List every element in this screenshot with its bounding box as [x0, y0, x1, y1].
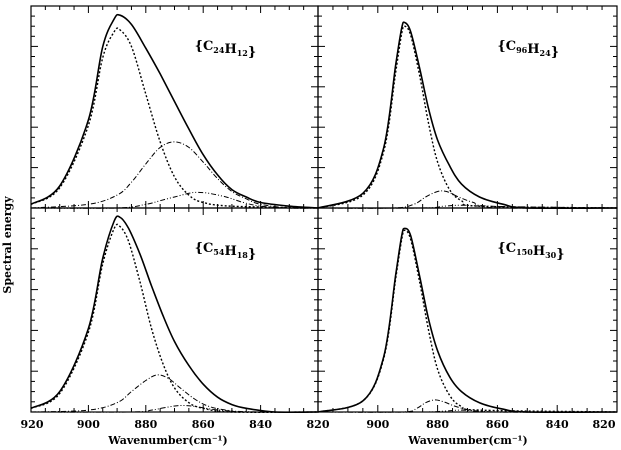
panel-frame-top-right	[317, 5, 618, 209]
x-tick-label: 900	[366, 418, 389, 431]
x-axis-title-right: Wavenumber(cm⁻¹)	[407, 434, 527, 447]
series-dash-dot-line	[30, 374, 319, 413]
x-tick-label: 880	[426, 418, 449, 431]
x-tick-label: 880	[134, 418, 157, 431]
panels-layer: {C24H12} {C96H24} {C54H18} {C150H30}	[30, 13, 618, 414]
panel-label-bottom-left: {C54H18}	[195, 241, 257, 262]
panel-bottom-right: {C150H30}	[317, 227, 618, 414]
series-solid-line	[317, 21, 618, 210]
ticks-top-right	[317, 6, 618, 208]
series-solid-line	[317, 227, 618, 414]
panel-top-left: {C24H12}	[30, 13, 319, 209]
frames-layer: 920 900 880 860 840 820 900 880 860 840 820	[21, 5, 618, 431]
panel-frame-top-left	[30, 5, 319, 209]
series-dash-dot-dot-line	[317, 204, 618, 209]
x-tick-label: 820	[307, 418, 330, 431]
y-axis-title: Spectral energy	[1, 196, 14, 294]
series-dotted-line	[317, 25, 618, 209]
series-dotted-line	[30, 27, 319, 209]
panel-label-top-left: {C24H12}	[195, 39, 257, 60]
x-tick-label: 920	[21, 418, 44, 431]
x-tick-label: 840	[546, 418, 569, 431]
ticks-bottom-right	[317, 208, 618, 412]
panel-label-top-right: {C96H24}	[497, 39, 559, 60]
series-dash-dot-line	[30, 141, 319, 209]
series-dash-dot-dot-line	[317, 409, 618, 413]
panel-frame-bottom-right	[317, 207, 618, 413]
series-dotted-line	[317, 229, 618, 413]
series-dotted-line	[30, 223, 319, 413]
panel-bottom-left: {C54H18}	[30, 215, 319, 414]
panel-label-bottom-right: {C150H30}	[497, 241, 564, 262]
x-tick-label: 840	[249, 418, 272, 431]
x-tick-label: 820	[593, 418, 616, 431]
series-dash-dot-line	[317, 190, 618, 209]
x-tick-label: 860	[192, 418, 215, 431]
x-tick-label: 900	[77, 418, 100, 431]
series-solid-line	[30, 13, 319, 209]
ticks-bottom-left	[30, 208, 319, 412]
series-solid-line	[30, 215, 319, 414]
x-tick-label: 860	[486, 418, 509, 431]
panel-frame-bottom-left	[30, 207, 319, 413]
panel-top-right: {C96H24}	[317, 21, 618, 210]
x-axis-title-left: Wavenumber(cm⁻¹)	[107, 434, 227, 447]
ticks-top-left	[30, 6, 319, 208]
